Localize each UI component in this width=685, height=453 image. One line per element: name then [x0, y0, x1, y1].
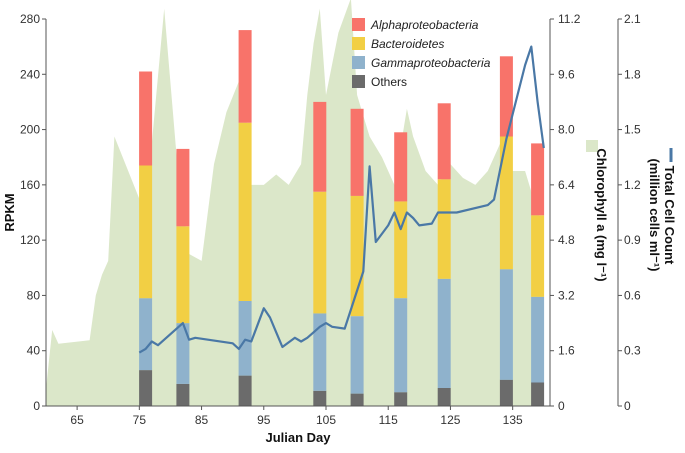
legend-swatch-alphaproteobacteria: [352, 18, 365, 31]
x-tick-label: 85: [195, 413, 209, 427]
x-tick-label: 75: [133, 413, 147, 427]
cells-axis-title-line2: (million cells ml⁻¹): [647, 158, 662, 271]
x-tick-label: 95: [257, 413, 271, 427]
chl-tick-label: 6.4: [558, 178, 575, 192]
legend-swatch-others: [352, 75, 365, 88]
x-tick-label: 135: [503, 413, 523, 427]
chl-tick-label: 9.6: [558, 67, 575, 81]
chl-tick-label: 4.8: [558, 233, 575, 247]
bar-alphaproteobacteria-day-76: [139, 71, 153, 166]
chl-tick-label: 11.2: [558, 12, 581, 26]
left-tick-label: 160: [20, 178, 40, 192]
left-tick-label: 40: [27, 344, 41, 358]
cells-tick-label: 2.1: [624, 12, 641, 26]
bar-others-day-76: [139, 370, 153, 406]
bar-alphaproteobacteria-day-110: [350, 108, 364, 196]
bar-gammaproteobacteria-day-117: [394, 298, 408, 393]
bar-bacteroidetes-day-139: [531, 215, 545, 297]
bar-others-day-104: [313, 390, 327, 406]
left-tick-label: 80: [27, 288, 41, 302]
chl-tick-label: 3.2: [558, 288, 575, 302]
bar-bacteroidetes-day-92: [238, 122, 252, 301]
cell-count-line: [138, 45, 545, 354]
bar-bacteroidetes-day-124: [437, 179, 451, 279]
cells-tick-label: 1.2: [624, 178, 641, 192]
bar-others-day-92: [238, 375, 252, 406]
left-tick-label: 280: [20, 12, 40, 26]
bar-alphaproteobacteria-day-139: [531, 143, 545, 216]
bar-others-day-110: [350, 393, 364, 406]
left-tick-label: 200: [20, 123, 40, 137]
cells-tick-label: 0: [624, 399, 631, 413]
bar-others-day-124: [437, 388, 451, 406]
bar-alphaproteobacteria-day-124: [437, 103, 451, 180]
legend-label-alphaproteobacteria: Alphaproteobacteria: [370, 18, 479, 32]
legend-swatch-gammaproteobacteria: [352, 56, 365, 69]
bar-others-day-82: [176, 383, 190, 406]
cells-tick-label: 1.8: [624, 67, 641, 81]
left-tick-label: 240: [20, 67, 40, 81]
chl-tick-label: 1.6: [558, 344, 575, 358]
legend-label-bacteroidetes: Bacteroidetes: [371, 37, 444, 51]
left-tick-label: 0: [33, 399, 40, 413]
chl-axis-title: Chlorophyll a (mg l⁻¹): [594, 148, 609, 281]
bar-gammaproteobacteria-day-92: [238, 301, 252, 376]
bar-bacteroidetes-day-134: [499, 136, 513, 270]
cells-tick-label: 0.6: [624, 288, 641, 302]
left-tick-label: 120: [20, 233, 40, 247]
bar-gammaproteobacteria-day-134: [499, 269, 513, 380]
bar-alphaproteobacteria-day-92: [238, 30, 252, 123]
bar-alphaproteobacteria-day-134: [499, 56, 513, 137]
bar-alphaproteobacteria-day-82: [176, 148, 190, 227]
bar-alphaproteobacteria-day-104: [313, 101, 327, 192]
legend-label-gammaproteobacteria: Gammaproteobacteria: [371, 56, 491, 70]
bar-gammaproteobacteria-day-82: [176, 323, 190, 384]
cells-tick-label: 0.9: [624, 233, 641, 247]
chlorophyll-area: [46, 0, 544, 406]
bar-others-day-134: [499, 379, 513, 406]
chl-legend-swatch: [586, 140, 598, 152]
bar-gammaproteobacteria-day-139: [531, 296, 545, 383]
bar-others-day-139: [531, 382, 545, 406]
bar-bacteroidetes-day-110: [350, 195, 364, 317]
chl-tick-label: 0: [558, 399, 565, 413]
bar-gammaproteobacteria-day-104: [313, 313, 327, 391]
legend-swatch-bacteroidetes: [352, 37, 365, 50]
bar-gammaproteobacteria-day-124: [437, 278, 451, 388]
cells-axis-title-line1: Total Cell Count: [662, 166, 677, 265]
bar-bacteroidetes-day-82: [176, 226, 190, 324]
bar-others-day-117: [394, 392, 408, 406]
bar-bacteroidetes-day-76: [139, 165, 153, 299]
legend-label-others: Others: [371, 75, 407, 89]
bar-gammaproteobacteria-day-110: [350, 316, 364, 394]
x-tick-label: 65: [70, 413, 84, 427]
cells-tick-label: 0.3: [624, 344, 641, 358]
bar-alphaproteobacteria-day-117: [394, 132, 408, 202]
bar-bacteroidetes-day-104: [313, 191, 327, 314]
x-tick-label: 125: [440, 413, 460, 427]
chl-tick-label: 8.0: [558, 123, 575, 137]
left-axis-title: RPKM: [2, 193, 17, 231]
x-axis-title: Julian Day: [265, 430, 331, 445]
cells-tick-label: 1.5: [624, 123, 641, 137]
x-tick-label: 115: [379, 413, 398, 427]
x-tick-label: 105: [316, 413, 336, 427]
bar-bacteroidetes-day-117: [394, 201, 408, 299]
bar-gammaproteobacteria-day-76: [139, 298, 153, 371]
